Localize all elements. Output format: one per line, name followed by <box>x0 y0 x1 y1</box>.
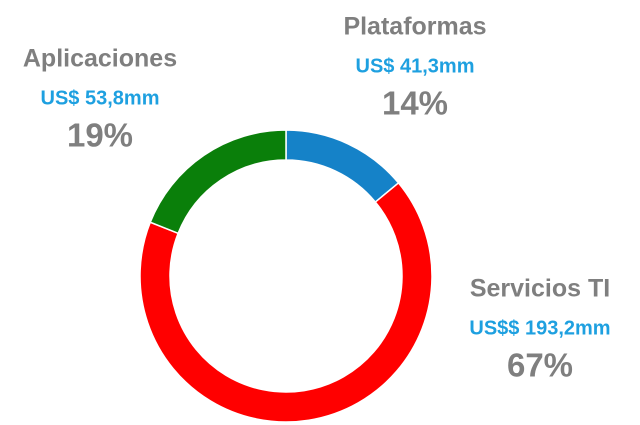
amount-label: US$ 41,3mm <box>356 55 475 77</box>
donut-segment <box>139 181 433 423</box>
category-label: Servicios TI <box>470 275 610 303</box>
donut-segment <box>285 129 400 204</box>
percent-label: 19% <box>67 117 133 154</box>
donut-segment <box>149 129 287 235</box>
amount-label: US$ 53,8mm <box>41 87 160 109</box>
category-label: Plataformas <box>343 13 486 41</box>
percent-label: 14% <box>382 85 448 122</box>
percent-label: 67% <box>507 347 573 384</box>
category-label: Aplicaciones <box>23 45 177 73</box>
amount-label: US$$ 193,2mm <box>469 317 610 339</box>
